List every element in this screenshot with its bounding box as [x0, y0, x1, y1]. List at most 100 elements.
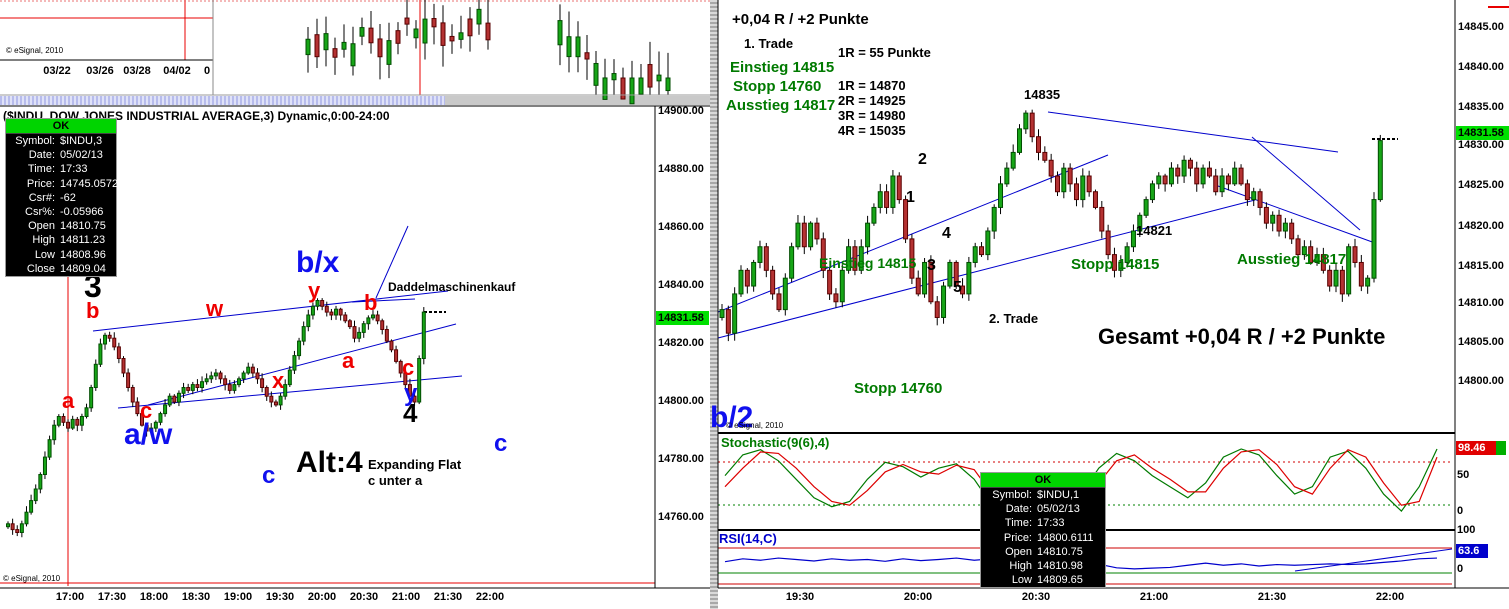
horizontal-scrollbar-track[interactable]	[445, 96, 710, 105]
price-tick: 14860.00	[658, 221, 704, 233]
cursor-window-row: Open 14810.75	[28, 220, 106, 233]
chart-annotation: 4	[942, 225, 951, 242]
chart-annotation: +0,04 R / +2 Punkte	[732, 11, 869, 28]
price-tick: 14820.00	[1458, 220, 1504, 232]
chart-annotation: w	[206, 296, 224, 321]
price-tick: 14840.00	[658, 279, 704, 291]
chart-annotation: 3R = 14980	[838, 108, 906, 123]
top-strip-panel	[218, 0, 710, 95]
price-tick: 14815.00	[1458, 260, 1504, 272]
chart-annotation: a/w	[124, 418, 173, 451]
chart-annotation: b	[86, 298, 100, 323]
time-tick: 18:00	[139, 591, 169, 603]
rsi-tick: 100	[1457, 524, 1476, 536]
chart-annotation: Stopp 14760	[733, 78, 822, 95]
cursor-window-row: Symbol: $INDU,3	[15, 135, 103, 148]
last-price-badge-right: 14831.58	[1456, 126, 1509, 140]
time-tick: 21:30	[1257, 591, 1287, 603]
price-tick: 14805.00	[1458, 336, 1504, 348]
price-tick: 14825.00	[1458, 179, 1504, 191]
time-tick: 20:30	[349, 591, 379, 603]
chart-annotation: y	[404, 380, 418, 407]
time-tick: 21:00	[391, 591, 421, 603]
chart-annotation: 3	[927, 257, 936, 274]
cursor-window-row: Date: 05/02/13	[1005, 503, 1080, 516]
chart-annotation: c unter a	[368, 473, 423, 488]
mini-chart-panel	[0, 0, 213, 95]
stoch-tick: 0	[1457, 505, 1464, 517]
mini-chart-copyright: © eSignal, 2010	[6, 46, 64, 55]
chart-annotation: a	[342, 348, 355, 373]
cursor-window-row: Price: 14800.6111	[1003, 531, 1094, 544]
price-tick: 14835.00	[1458, 101, 1504, 113]
chart-annotation: b/2	[710, 401, 754, 434]
chart-annotation: y	[308, 278, 321, 303]
chart-annotation: 1. Trade	[744, 36, 794, 51]
date-tick: 0	[203, 65, 211, 77]
time-tick: 18:30	[181, 591, 211, 603]
chart-annotation: Gesamt +0,04 R / +2 Punkte	[1098, 324, 1386, 349]
stoch-badge-chip	[1496, 441, 1506, 455]
chart-annotation: Ausstieg 14817	[726, 97, 836, 114]
rsi-tick: 0	[1457, 563, 1464, 575]
chart-annotation: 14821	[1136, 223, 1173, 238]
chart-annotation: 4R = 15035	[838, 123, 906, 138]
chart-annotation: b/x	[296, 246, 340, 279]
time-tick: 17:30	[97, 591, 127, 603]
time-tick: 20:30	[1021, 591, 1051, 603]
cursor-window-ok-button[interactable]: OK	[6, 119, 116, 134]
price-tick: 14845.00	[1458, 21, 1504, 33]
horizontal-scrollbar[interactable]	[0, 96, 445, 105]
date-tick: 03/26	[86, 65, 114, 77]
rsi-value-badge: 63.6	[1456, 544, 1488, 558]
price-tick: 14900.00	[658, 105, 704, 117]
chart-annotation: 2	[918, 151, 927, 168]
chart-annotation: a	[62, 388, 75, 413]
price-tick: 14830.00	[1458, 139, 1504, 151]
cursor-window-row: Time: 17:33	[1004, 517, 1065, 530]
left-chart-copyright: © eSignal, 2010	[3, 574, 61, 583]
date-tick: 03/28	[123, 65, 151, 77]
time-tick: 20:00	[903, 591, 933, 603]
cursor-window-row: Price: 14745.0572	[26, 177, 119, 190]
chart-annotation: Stopp 14760	[854, 380, 943, 397]
price-tick: 14810.00	[1458, 297, 1504, 309]
chart-annotation: 14835	[1024, 87, 1061, 102]
price-tick: 14840.00	[1458, 61, 1504, 73]
chart-annotation: 1	[906, 189, 915, 206]
chart-annotation: 1R = 14870	[838, 78, 906, 93]
cursor-window-row: Date: 05/02/13	[28, 149, 103, 162]
cursor-window-right: OK Symbol: $INDU,1 Date: 05/02/13 Time: 17:33…	[980, 472, 1106, 589]
price-tick: 14780.00	[658, 453, 704, 465]
chart-annotation: 1R = 55 Punkte	[838, 45, 931, 60]
chart-annotation: Daddelmaschinenkauf	[388, 280, 516, 294]
chart-annotation: Stochastic(9(6),4)	[721, 435, 830, 450]
window-divider[interactable]	[710, 0, 718, 609]
date-tick: 03/22	[43, 65, 71, 77]
cursor-window-row: Close 14809.04	[26, 262, 106, 275]
cursor-window-row: High 14811.23	[32, 234, 106, 247]
time-tick: 20:00	[307, 591, 337, 603]
chart-annotation: 5	[953, 279, 962, 296]
chart-annotation: Alt:4	[296, 446, 363, 479]
chart-annotation: Einstieg 14815	[730, 59, 835, 76]
chart-annotation: c	[140, 398, 153, 423]
cursor-window-ok-button[interactable]: OK	[981, 473, 1105, 488]
cursor-window-row: Csr%: -0.05966	[25, 206, 104, 219]
chart-annotation: Ausstieg 14817	[1237, 251, 1347, 268]
last-price-badge-left: 14831.58	[656, 311, 709, 325]
chart-annotation: Einstieg 14815	[819, 255, 917, 271]
time-tick: 21:00	[1139, 591, 1169, 603]
cursor-window-row: Symbol: $INDU,1	[992, 489, 1080, 502]
chart-annotation: Stopp 14815	[1071, 256, 1160, 273]
cursor-window-row: Low 14809.65	[1011, 574, 1083, 587]
chart-annotation: © eSignal, 2010	[726, 421, 784, 430]
chart-annotation: 4	[403, 398, 418, 428]
chart-annotation: 2R = 14925	[838, 93, 906, 108]
right-chart-panel	[718, 0, 1509, 588]
cursor-window-row: Time: 17:33	[27, 163, 88, 176]
cursor-window-left: OK Symbol: $INDU,3 Date: 05/02/13 Time: 17:33…	[5, 118, 119, 277]
chart-annotation: 3	[84, 268, 102, 304]
